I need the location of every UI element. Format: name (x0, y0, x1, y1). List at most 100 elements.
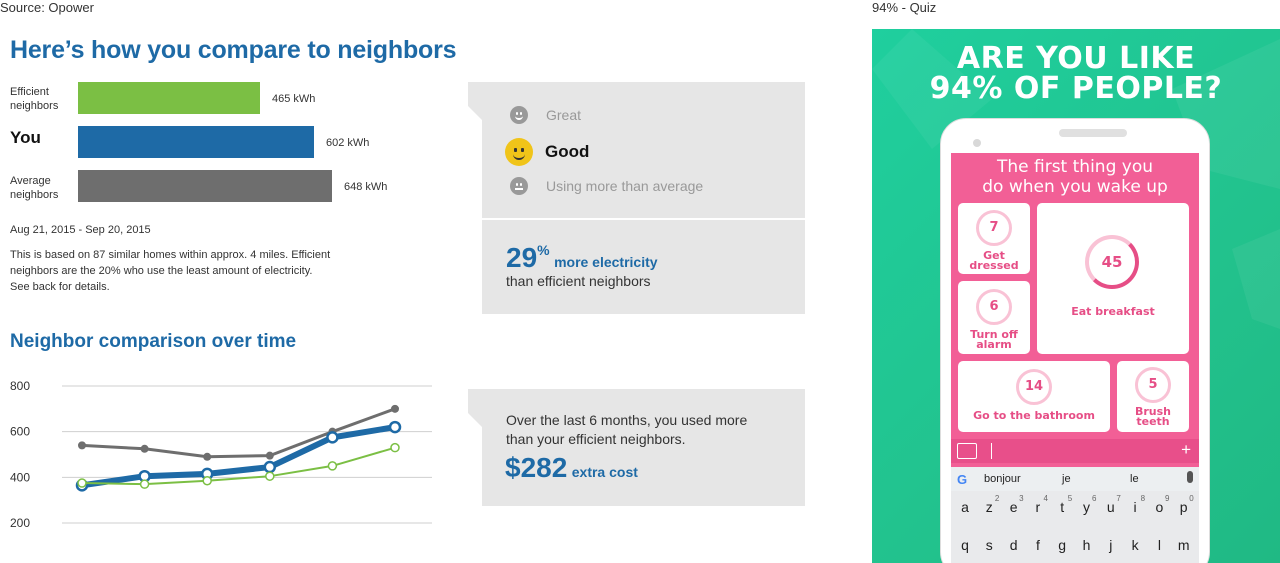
electricity-stat-box (482, 220, 805, 314)
phone-frame: The first thing you do when you wake up … (940, 118, 1210, 563)
key-f[interactable]: f (1035, 537, 1040, 553)
average-series-line (81, 407, 396, 459)
electricity-stat-sub: than efficient neighbors (506, 273, 651, 289)
you-value: 602 kWh (326, 137, 370, 149)
efficient-series-point (139, 479, 150, 489)
mic-icon[interactable] (1187, 471, 1193, 483)
comparison-note: This is based on 87 similar homes within… (10, 249, 331, 293)
key-hint: 4 (1043, 494, 1048, 503)
efficient-series-point (390, 442, 400, 453)
key-hint: 8 (1140, 494, 1146, 503)
key-hint: 7 (1116, 494, 1121, 503)
you-series-point (388, 420, 402, 434)
extra-cost: $282 extra cost (505, 452, 638, 483)
rating-good: Good (505, 138, 589, 166)
key-hint: 9 (1164, 494, 1170, 503)
quiz-caption: 94% - Quiz (872, 0, 937, 15)
text-cursor (991, 443, 992, 459)
efficient-series-point (265, 471, 275, 481)
rating-box (468, 82, 805, 218)
you-series-point (326, 431, 339, 444)
source-caption: Source: Opower (0, 0, 94, 15)
average-series-point (78, 441, 86, 450)
plus-icon[interactable]: + (1181, 440, 1191, 459)
answer-brush-teeth[interactable]: 5 Brush teeth (1117, 361, 1189, 432)
cost-line1: Over the last 6 months, you used more (506, 412, 748, 428)
y-tick-label: 800 (10, 379, 30, 393)
neighbor-line-chart: 800 600 400 200 (10, 379, 432, 530)
quiz-headline-1: ARE YOU LIKE (956, 41, 1196, 76)
key-l[interactable]: l (1157, 537, 1161, 553)
key-hint: 3 (1019, 494, 1024, 503)
suggestion-item[interactable]: je (1062, 473, 1071, 485)
count-ring: 5 (1135, 367, 1171, 403)
suggestion-item[interactable]: le (1130, 473, 1139, 485)
efficient-series-point (327, 461, 338, 471)
key-q[interactable]: q (961, 537, 969, 553)
count-ring: 14 (1016, 369, 1052, 405)
efficient-label: Efficient neighbors (10, 86, 59, 112)
you-series-point (263, 460, 277, 474)
y-tick-label: 400 (10, 470, 30, 484)
key-k[interactable]: k (1131, 537, 1139, 553)
key-g[interactable]: g (1058, 537, 1067, 553)
over-time-title: Neighbor comparison over time (10, 331, 297, 352)
rating-average: Using more than average (510, 177, 703, 195)
answer-go-to-bathroom[interactable]: 14 Go to the bathroom (958, 361, 1110, 432)
average-series-point (203, 452, 212, 461)
date-range: Aug 21, 2015 - Sep 20, 2015 (10, 224, 151, 236)
efficient-series-point (202, 476, 212, 486)
camera-dot (973, 139, 981, 147)
key-a[interactable]: a (961, 499, 969, 515)
efficient-series-point (77, 478, 87, 488)
key-hint: 0 (1189, 494, 1194, 503)
count-ring: 7 (976, 210, 1012, 246)
answer-get-dressed[interactable]: 7 Get dressed (958, 203, 1030, 274)
you-label: You (10, 128, 41, 147)
y-tick-label: 600 (10, 425, 30, 439)
key-hint: 6 (1092, 494, 1097, 503)
efficient-value: 465 kWh (272, 93, 316, 105)
quiz-question: The first thing you do when you wake up (982, 157, 1168, 197)
key-h[interactable]: h (1082, 537, 1091, 553)
key-s[interactable]: s (985, 537, 993, 553)
answer-turn-off-alarm[interactable]: 6 Turn off alarm (958, 281, 1030, 354)
average-bar (78, 170, 332, 202)
average-series-point (140, 444, 149, 453)
quiz-app: ARE YOU LIKE 94% OF PEOPLE? The first th… (872, 29, 1280, 563)
cost-line2: than your efficient neighbors. (506, 431, 686, 447)
average-value: 648 kWh (344, 181, 388, 193)
answer-eat-breakfast[interactable]: 45 Eat breakfast (1037, 203, 1189, 354)
cost-box (468, 389, 805, 506)
quiz-headline-2: 94% OF PEOPLE? (929, 71, 1223, 106)
y-tick-label: 200 (10, 516, 30, 530)
key-j[interactable]: j (1109, 537, 1113, 553)
neutral-face-icon (510, 177, 528, 195)
google-icon[interactable]: G (957, 472, 968, 487)
key-m[interactable]: m (1177, 537, 1190, 553)
key-d[interactable]: d (1009, 537, 1018, 553)
efficient-bar (78, 82, 260, 114)
suggestion-item[interactable]: bonjour (984, 473, 1021, 485)
rating-great: Great (510, 106, 581, 124)
smile-face-icon (505, 138, 533, 166)
suggestion-bar: G bonjour je le (951, 467, 1199, 493)
efficient-series-line (81, 446, 396, 486)
key-hint: 2 (994, 494, 1000, 503)
cards-icon[interactable] (957, 443, 977, 459)
smile-face-icon (510, 106, 528, 124)
speaker-grill (1059, 129, 1127, 137)
you-series-line (81, 424, 396, 489)
average-label: Average neighbors (10, 175, 59, 201)
electricity-stat: 29% more electricity (506, 242, 658, 273)
